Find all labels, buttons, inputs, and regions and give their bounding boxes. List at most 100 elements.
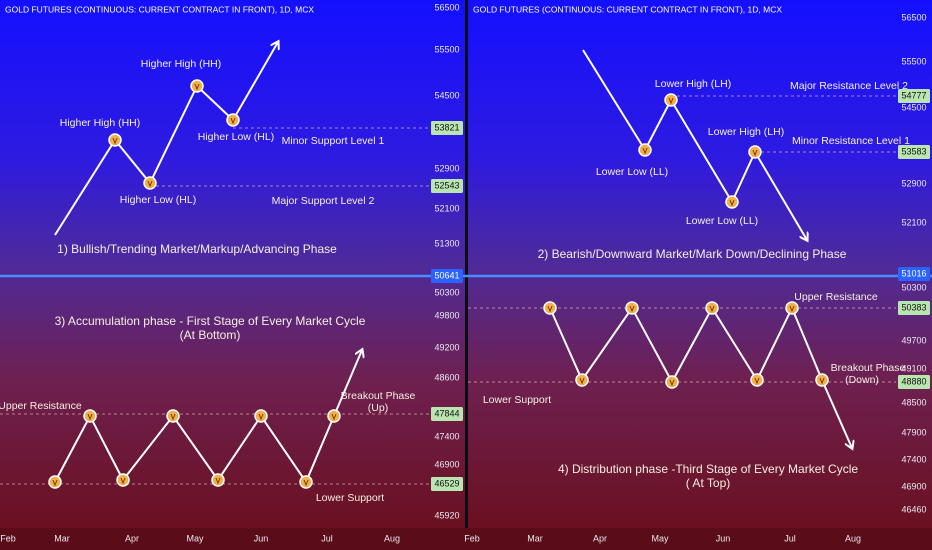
price-badge <box>431 477 463 491</box>
time-tick: Jul <box>784 533 796 543</box>
pivot-icon <box>331 413 337 421</box>
pivot-marker <box>190 79 204 93</box>
pivot-marker <box>143 176 157 190</box>
annotation: Minor Support Level 1 <box>282 135 385 147</box>
annotation: 3) Accumulation phase - First Stage of E… <box>55 314 366 328</box>
left-pane <box>0 0 465 528</box>
price-badge <box>898 145 930 159</box>
price-tick: 51300 <box>434 238 459 248</box>
time-tick: May <box>186 533 204 543</box>
pivot-icon <box>642 147 648 155</box>
price-tick: 52900 <box>901 178 926 188</box>
annotation: Higher High (HH) <box>141 58 222 70</box>
pivot-icon <box>789 305 795 313</box>
pivot-marker <box>705 301 719 315</box>
time-tick: Mar <box>527 533 543 543</box>
price-tick: 50300 <box>434 287 459 297</box>
price-tick: 46900 <box>434 459 459 469</box>
pivot-marker <box>48 475 62 489</box>
pivot-icon <box>258 413 264 421</box>
time-tick: Jun <box>254 533 269 543</box>
pivot-icon <box>230 117 236 125</box>
annotation: (Down) <box>845 374 879 386</box>
pivot-marker <box>211 473 225 487</box>
pivot-icon <box>669 379 675 387</box>
time-tick: Feb <box>464 533 480 543</box>
time-tick: Aug <box>384 533 400 543</box>
pivot-icon <box>215 477 221 485</box>
annotation: Lower High (LH) <box>655 78 731 90</box>
annotation: Lower High (LH) <box>708 126 784 138</box>
annotation: 4) Distribution phase -Third Stage of Ev… <box>558 462 858 476</box>
pivot-icon <box>819 377 825 385</box>
pivot-marker <box>638 143 652 157</box>
annotation: 2) Bearish/Downward Market/Mark Down/Dec… <box>538 247 847 261</box>
annotation: Lower Low (LL) <box>596 166 668 178</box>
price-badge-label: 46529 <box>434 478 459 488</box>
pivot-marker <box>664 93 678 107</box>
pivot-icon <box>668 97 674 105</box>
time-tick: Mar <box>54 533 70 543</box>
pivot-marker <box>226 113 240 127</box>
pivot-icon <box>752 149 758 157</box>
price-badge-label: 48880 <box>901 376 926 386</box>
pivot-marker <box>748 145 762 159</box>
price-tick: 54500 <box>434 90 459 100</box>
price-tick: 55500 <box>434 44 459 54</box>
price-badge <box>898 375 930 389</box>
pivot-icon <box>120 477 126 485</box>
pivot-marker <box>327 409 341 423</box>
annotation: Lower Low (LL) <box>686 215 758 227</box>
price-badge-label: 47844 <box>434 408 459 418</box>
price-tick: 47400 <box>901 454 926 464</box>
annotation: Major Resistance Level 2 <box>790 80 908 92</box>
price-badge <box>431 121 463 135</box>
annotation: Upper Resistance <box>794 291 878 303</box>
annotation: Breakout Phase <box>831 362 906 374</box>
price-tick: 52100 <box>901 217 926 227</box>
pivot-marker <box>575 373 589 387</box>
annotation: Higher Low (HL) <box>198 131 274 143</box>
price-badge <box>431 407 463 421</box>
pivot-marker <box>665 375 679 389</box>
pivot-marker <box>116 473 130 487</box>
price-tick: 49200 <box>434 342 459 352</box>
annotation: Minor Resistance Level 1 <box>792 135 910 147</box>
annotation: Upper Resistance <box>0 400 82 412</box>
pivot-icon <box>303 479 309 487</box>
annotation: Major Support Level 2 <box>272 195 375 207</box>
pivot-icon <box>52 479 58 487</box>
zigzag-path <box>54 42 278 236</box>
chart-header: GOLD FUTURES (CONTINUOUS: CURRENT CONTRA… <box>473 4 782 14</box>
pivot-marker <box>625 301 639 315</box>
price-tick: 46460 <box>901 504 926 514</box>
price-badge-label: 54777 <box>901 90 926 100</box>
pivot-marker <box>543 301 557 315</box>
annotation: Lower Support <box>316 492 384 504</box>
time-axis <box>0 528 932 550</box>
price-tick: 56500 <box>901 12 926 22</box>
annotation: Lower Support <box>483 394 551 406</box>
price-tick: 56500 <box>434 2 459 12</box>
price-tick: 45920 <box>434 510 459 520</box>
pivot-icon <box>170 413 176 421</box>
annotation: Breakout Phase <box>341 390 416 402</box>
pivot-marker <box>166 409 180 423</box>
annotation: Higher Low (HL) <box>120 194 196 206</box>
price-badge-label: 50383 <box>901 302 926 312</box>
price-badge-label: 53821 <box>434 122 459 132</box>
time-tick: Jul <box>321 533 333 543</box>
price-tick: 49700 <box>901 335 926 345</box>
price-tick: 52900 <box>434 163 459 173</box>
annotation: 1) Bullish/Trending Market/Markup/Advanc… <box>57 242 337 256</box>
pivot-marker <box>750 373 764 387</box>
price-badge-label: 50641 <box>434 270 459 280</box>
price-tick: 49100 <box>901 363 926 373</box>
pivot-marker <box>299 475 313 489</box>
pivot-icon <box>709 305 715 313</box>
price-tick: 49800 <box>434 310 459 320</box>
price-badge <box>431 269 463 283</box>
time-tick: Feb <box>0 533 16 543</box>
price-badge-label: 53583 <box>901 146 926 156</box>
